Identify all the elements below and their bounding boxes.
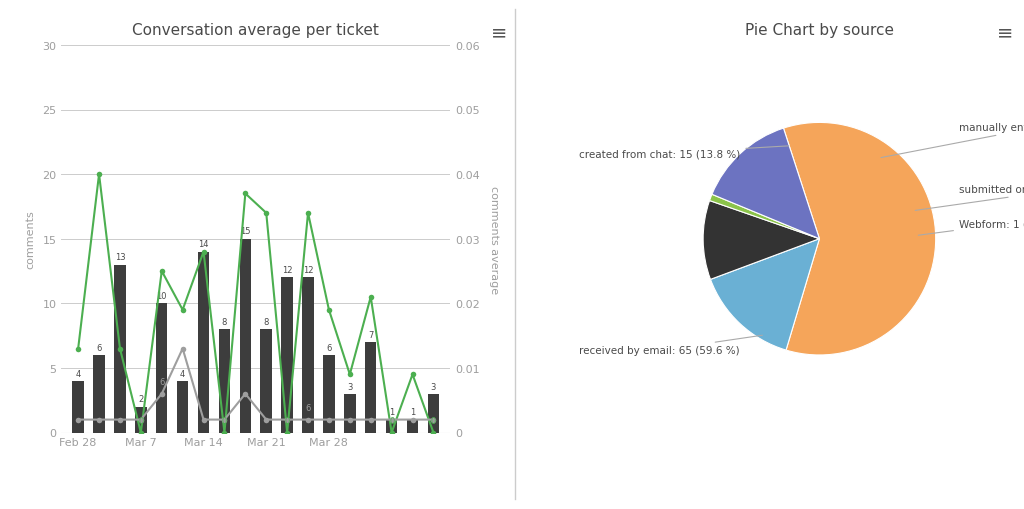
Text: Webform: 1 (0.9 %): Webform: 1 (0.9 %) (919, 219, 1024, 236)
Text: submitted on customer portal: 12 (11 %): submitted on customer portal: 12 (11 %) (915, 185, 1024, 211)
Text: 4: 4 (180, 369, 185, 378)
Wedge shape (783, 123, 936, 355)
Bar (282, 278, 293, 433)
Bar (177, 381, 188, 433)
Wedge shape (703, 201, 819, 280)
Text: 13: 13 (115, 253, 125, 262)
Text: 6: 6 (159, 377, 165, 386)
Text: 8: 8 (222, 317, 227, 326)
Bar (198, 252, 209, 433)
Text: 0: 0 (285, 416, 290, 425)
Bar (428, 394, 439, 433)
Wedge shape (712, 129, 819, 239)
Text: 6: 6 (96, 343, 101, 352)
Bar (135, 407, 146, 433)
Bar (386, 420, 397, 433)
Wedge shape (710, 195, 819, 239)
Text: 8: 8 (263, 317, 269, 326)
Bar (260, 329, 272, 433)
Bar (344, 394, 355, 433)
Text: 7: 7 (368, 330, 374, 339)
Text: 10: 10 (157, 292, 167, 300)
Text: manually entered: 16 (14.7 %): manually entered: 16 (14.7 %) (881, 123, 1024, 158)
Bar (302, 278, 313, 433)
Title: Pie Chart by source: Pie Chart by source (744, 23, 894, 38)
Bar (324, 355, 335, 433)
Text: created from chat: 15 (13.8 %): created from chat: 15 (13.8 %) (580, 147, 788, 159)
Text: ≡: ≡ (997, 23, 1014, 42)
Bar (93, 355, 104, 433)
Text: 0: 0 (138, 416, 143, 425)
Text: 2: 2 (138, 394, 143, 404)
Text: 0: 0 (431, 416, 436, 425)
Text: received by email: 65 (59.6 %): received by email: 65 (59.6 %) (580, 335, 763, 356)
Bar (365, 343, 377, 433)
Text: 6: 6 (305, 403, 310, 412)
Text: 0: 0 (222, 416, 227, 425)
Wedge shape (711, 239, 819, 350)
Text: 6: 6 (327, 343, 332, 352)
Text: 15: 15 (240, 227, 251, 236)
Text: ≡: ≡ (490, 23, 507, 42)
Text: 12: 12 (303, 266, 313, 275)
Title: Conversation average per ticket: Conversation average per ticket (132, 23, 379, 38)
Bar (156, 304, 168, 433)
Y-axis label: comments average: comments average (489, 185, 499, 293)
Text: 3: 3 (431, 382, 436, 391)
Text: 14: 14 (199, 240, 209, 249)
Bar (219, 329, 230, 433)
Text: 4: 4 (76, 369, 81, 378)
Bar (240, 239, 251, 433)
Bar (407, 420, 418, 433)
Text: 3: 3 (347, 382, 352, 391)
Text: 12: 12 (282, 266, 293, 275)
Bar (73, 381, 84, 433)
Text: 1: 1 (389, 408, 394, 416)
Text: 1: 1 (410, 408, 415, 416)
Y-axis label: comments: comments (26, 210, 36, 269)
Text: 0: 0 (389, 416, 394, 425)
Bar (115, 265, 126, 433)
